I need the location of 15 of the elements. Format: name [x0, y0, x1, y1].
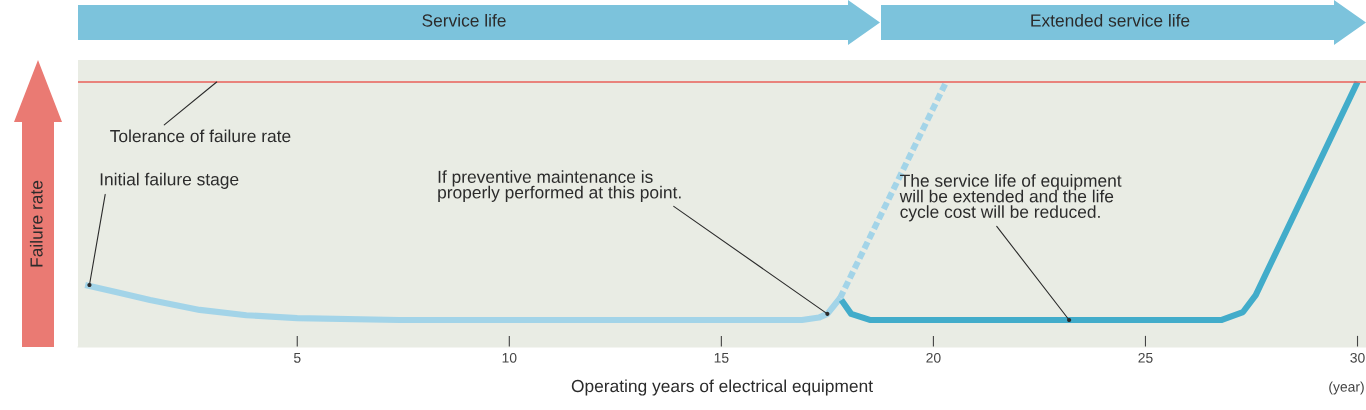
x-axis-title: Operating years of electrical equipment [571, 379, 873, 396]
text: Service life [422, 13, 506, 27]
annotation: If preventive maintenance is properly performed at this point. [438, 170, 681, 202]
x-tick-label: 5 [293, 353, 301, 363]
y-axis-title: Failure rate [29, 180, 43, 267]
annotation: The service life of equipment will be extended and the life cycle cost will be reduced. [899, 174, 1122, 222]
ref-line-label: Tolerance of failure rate [110, 129, 291, 143]
text: (year) [1329, 381, 1364, 395]
x-tick-label: 10 [502, 352, 517, 363]
text: Extended service life [1031, 13, 1190, 27]
x-tick-label: 15 [714, 353, 729, 363]
x-tick-label: 30 [1350, 352, 1365, 363]
x-tick-label: 20 [926, 352, 941, 363]
x-tick-label: 25 [1138, 352, 1153, 363]
annotation: Initial failure stage [100, 172, 239, 189]
